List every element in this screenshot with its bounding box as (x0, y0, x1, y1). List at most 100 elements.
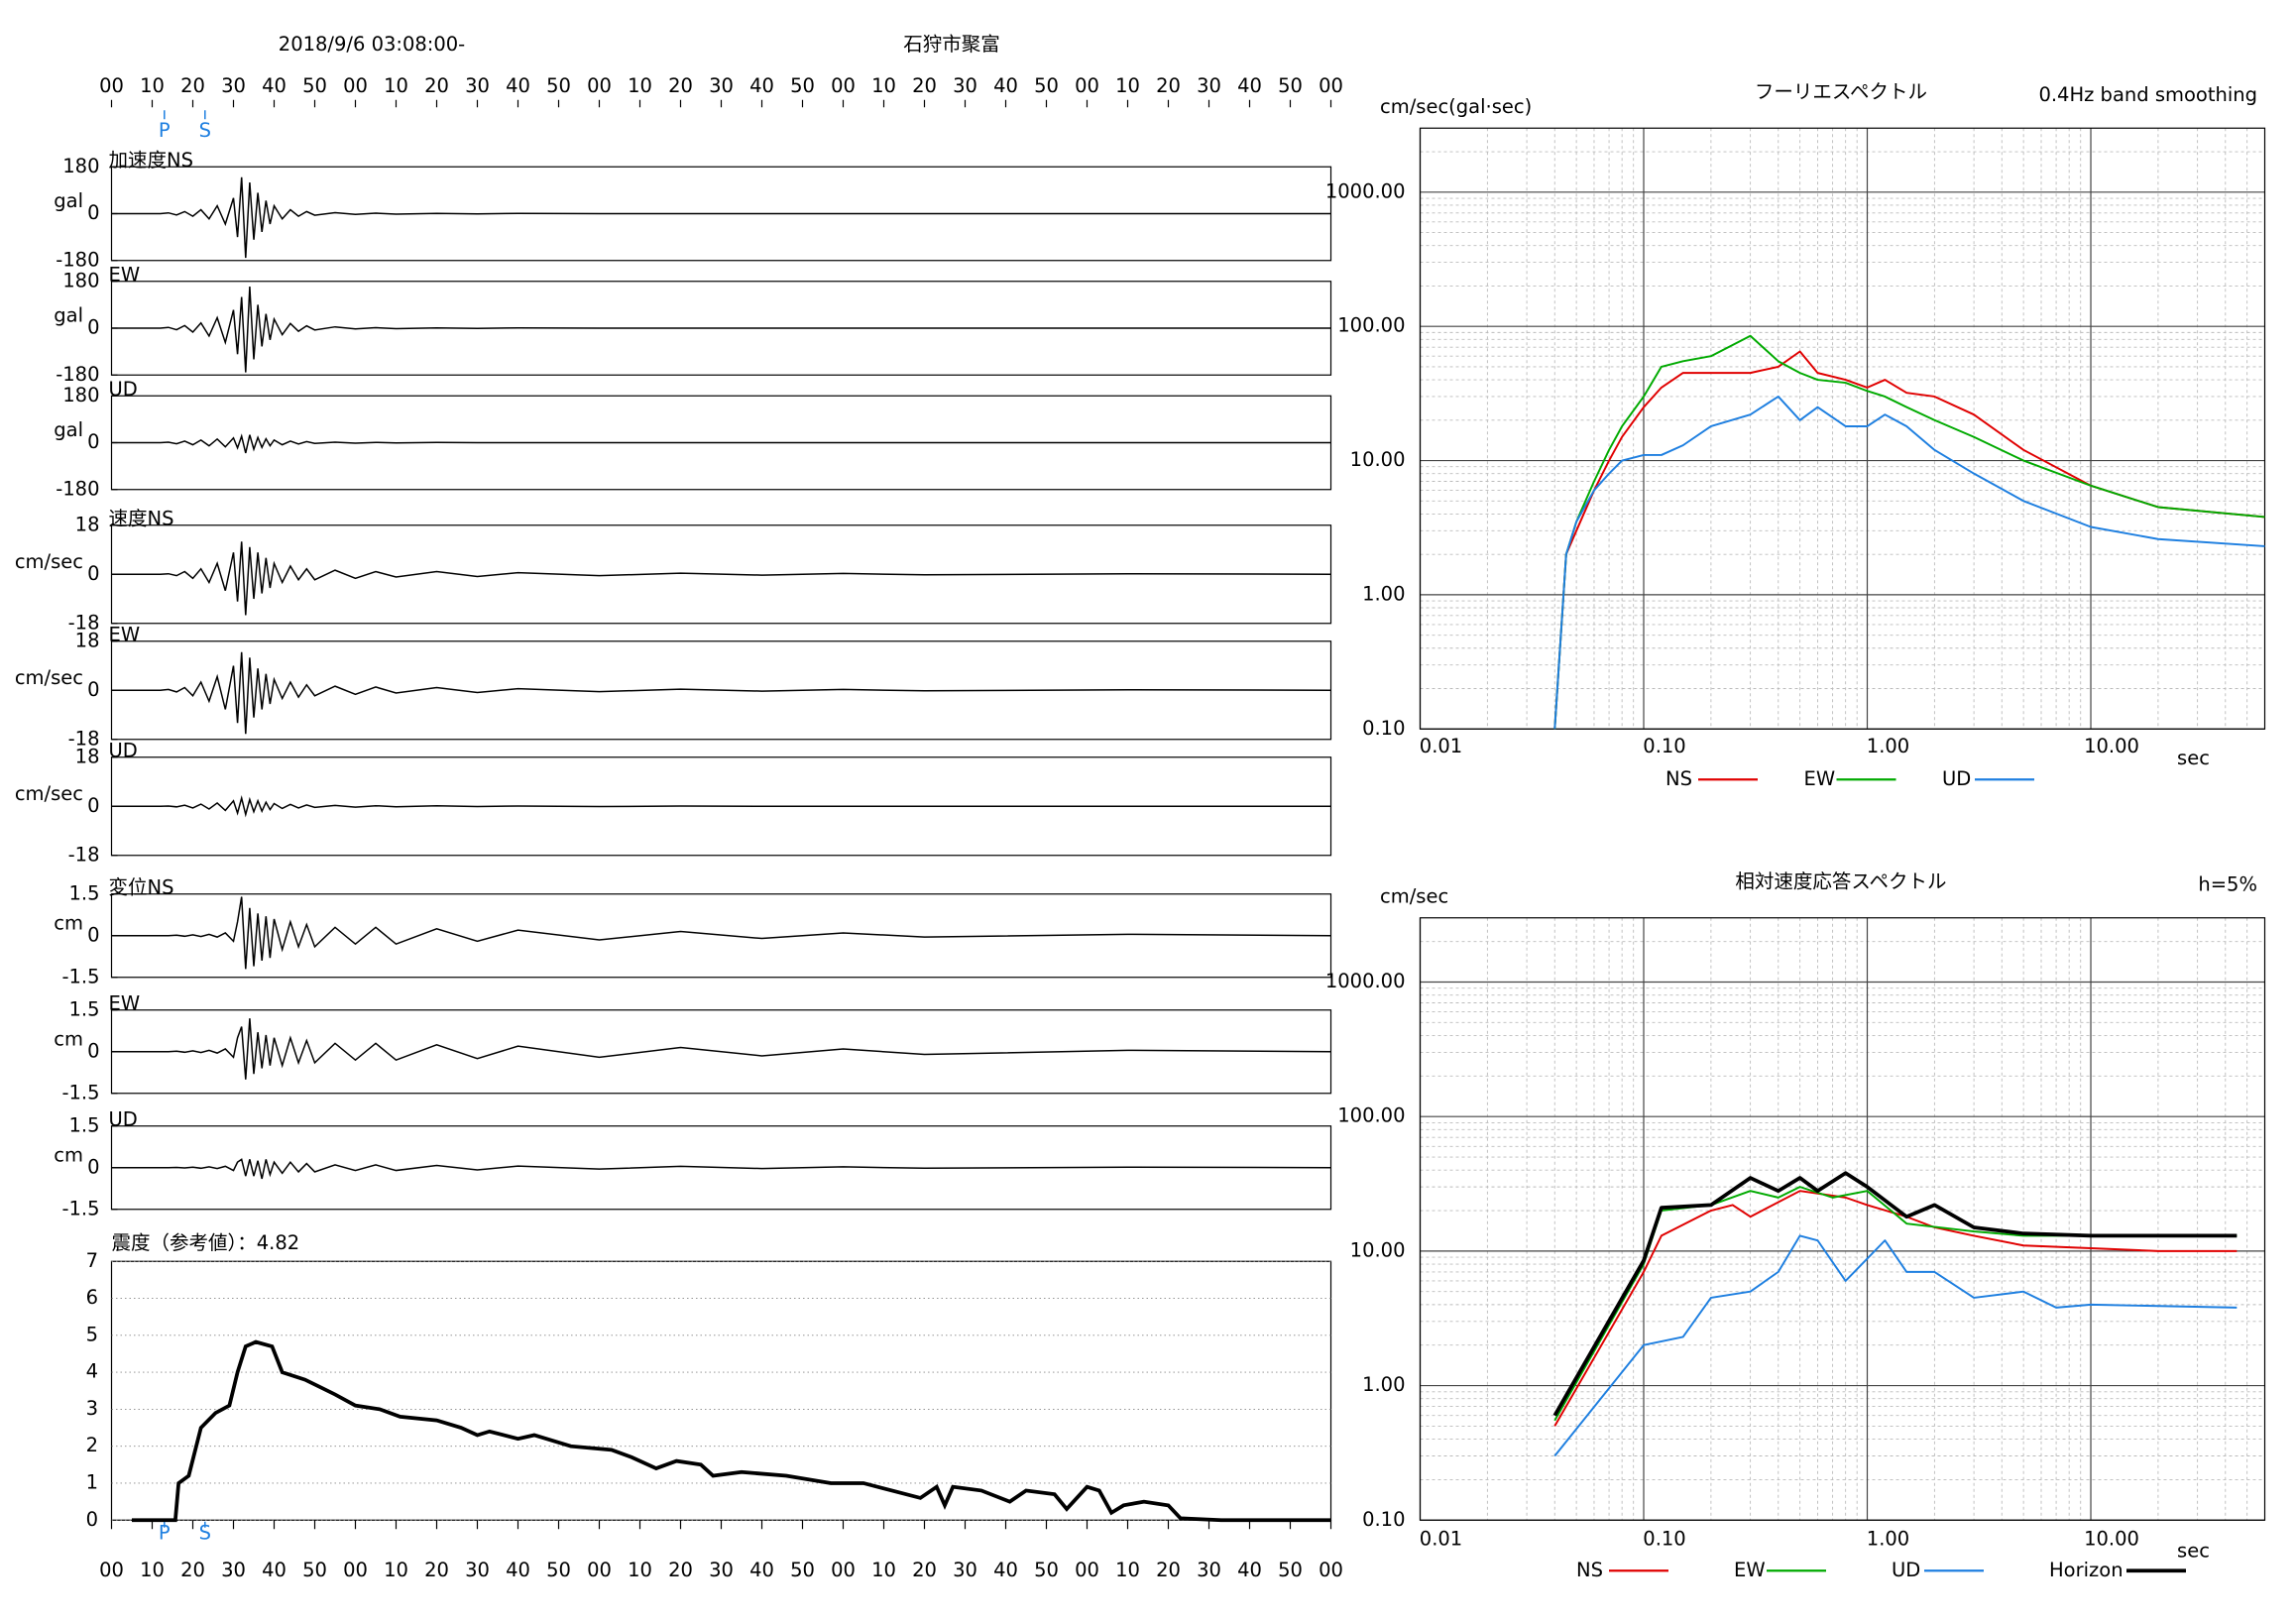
x-tick-label: 0.01 (1420, 735, 1462, 757)
x-tick-label: 00 (1075, 1559, 1099, 1581)
x-axis-label: sec (2177, 1539, 2210, 1562)
y-tick-label: 0 (87, 794, 99, 817)
y-tick-label: 18 (75, 513, 100, 535)
y-tick-label: 10.00 (1350, 1238, 1406, 1261)
station-name: 石狩市聚富 (903, 33, 1000, 56)
x-tick-label: 30 (709, 1559, 734, 1581)
waveform (111, 795, 1331, 818)
phase-label: S (199, 119, 211, 142)
x-tick-label: 20 (912, 74, 937, 97)
legend-label: NS (1665, 767, 1692, 790)
y-tick-label: 6 (86, 1286, 98, 1309)
x-tick-label: 30 (465, 74, 490, 97)
panel-label: UD (109, 739, 138, 761)
x-tick-label: 50 (1278, 74, 1303, 97)
chart-title: 2018/9/6 03:08:00- (279, 33, 465, 56)
x-tick-label: 0.10 (1643, 1527, 1685, 1550)
y-tick-label: 100.00 (1337, 1104, 1405, 1127)
waveform (111, 176, 1331, 259)
y-tick-label: 0.10 (1362, 1508, 1405, 1531)
x-tick-label: 30 (1197, 74, 1221, 97)
unit-label: cm/sec (15, 550, 83, 573)
x-tick-label: 50 (1034, 74, 1059, 97)
y-tick-label: 0 (87, 1039, 99, 1062)
plot-frame (110, 1260, 1332, 1521)
x-tick-label: 00 (831, 1559, 856, 1581)
legend-label: Horizon (2049, 1559, 2124, 1581)
y-tick-label: 5 (86, 1323, 98, 1345)
unit-label: gal (54, 418, 83, 441)
y-tick-label: 0.10 (1362, 717, 1405, 740)
x-tick-label: 10 (384, 74, 408, 97)
y-tick-label: -1.5 (61, 1081, 99, 1103)
x-tick-label: 40 (749, 74, 774, 97)
waveform (111, 651, 1331, 735)
x-tick-label: 20 (912, 1559, 937, 1581)
x-tick-label: 40 (1237, 74, 1262, 97)
x-tick-label: 40 (262, 74, 287, 97)
y-unit-label: cm/sec (1380, 884, 1448, 907)
plot-frame (1419, 917, 2266, 1521)
x-tick-label: 50 (1034, 1559, 1059, 1581)
spectrum-line (1553, 1190, 2238, 1427)
x-tick-label: 00 (343, 1559, 368, 1581)
x-tick-label: 40 (506, 1559, 530, 1581)
x-tick-label: 20 (668, 1559, 693, 1581)
phase-label: S (199, 1521, 211, 1544)
legend-label: EW (1804, 767, 1836, 790)
waveform (111, 433, 1331, 454)
phase-label: P (159, 119, 171, 142)
y-tick-label: 0 (87, 201, 99, 224)
x-tick-label: 10 (628, 1559, 652, 1581)
panel-label: EW (109, 263, 141, 286)
y-tick-label: 18 (75, 745, 100, 767)
y-tick-label: 2 (86, 1434, 98, 1456)
x-tick-label: 40 (506, 74, 530, 97)
waveform (111, 896, 1331, 970)
y-tick-label: 0 (87, 316, 99, 339)
x-tick-label: 10 (140, 74, 165, 97)
x-tick-label: 00 (1319, 1559, 1343, 1581)
x-tick-label: 50 (790, 1559, 815, 1581)
y-tick-label: 1.00 (1362, 1373, 1405, 1396)
x-tick-label: 30 (221, 1559, 246, 1581)
x-tick-label: 00 (587, 74, 612, 97)
x-tick-label: 50 (546, 74, 571, 97)
waveform (111, 1158, 1331, 1180)
panel-label: EW (109, 991, 141, 1014)
y-tick-label: 1.5 (68, 881, 99, 904)
x-tick-label: 50 (546, 1559, 571, 1581)
x-tick-label: 50 (302, 74, 327, 97)
spectrum-line (1553, 1234, 2238, 1457)
y-tick-label: 180 (62, 384, 99, 406)
y-tick-label: 1000.00 (1325, 970, 1406, 992)
panel-label: 加速度NS (109, 149, 193, 172)
x-tick-label: 10 (384, 1559, 408, 1581)
x-tick-label: 10 (140, 1559, 165, 1581)
y-tick-label: -180 (56, 477, 99, 500)
y-tick-label: 4 (86, 1360, 98, 1383)
panel-label: 速度NS (109, 507, 174, 529)
y-tick-label: 1.5 (68, 1113, 99, 1136)
y-tick-label: 0 (87, 923, 99, 946)
chart-subtitle: h=5% (2198, 872, 2257, 895)
x-tick-label: 00 (99, 1559, 124, 1581)
x-tick-label: 50 (1278, 1559, 1303, 1581)
spectrum-line (1553, 350, 2265, 730)
chart-title: フーリエスペクトル (1755, 80, 1927, 103)
unit-label: gal (54, 304, 83, 327)
y-tick-label: 1.5 (68, 997, 99, 1020)
legend-label: EW (1734, 1559, 1766, 1581)
x-tick-label: 30 (465, 1559, 490, 1581)
x-tick-label: 30 (953, 74, 977, 97)
spectrum-line (1553, 395, 2265, 730)
x-tick-label: 10.00 (2084, 735, 2139, 757)
chart-subtitle: 0.4Hz band smoothing (2038, 83, 2257, 106)
intensity-line (132, 1339, 1331, 1523)
x-tick-label: 00 (99, 74, 124, 97)
x-tick-label: 20 (668, 74, 693, 97)
y-tick-label: -18 (68, 727, 100, 750)
x-tick-label: 00 (587, 1559, 612, 1581)
y-unit-label: cm/sec(gal·sec) (1380, 95, 1532, 118)
